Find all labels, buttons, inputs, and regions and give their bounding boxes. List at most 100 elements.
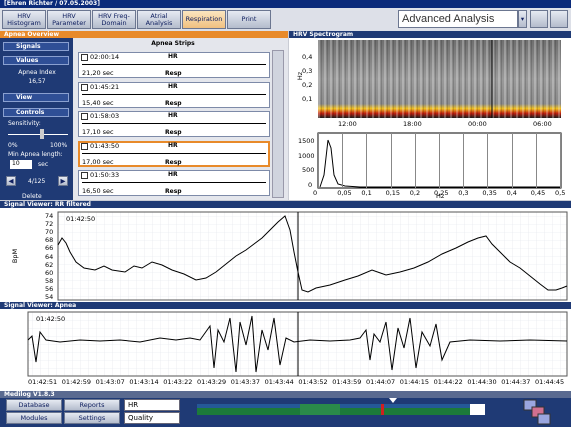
- input[interactable]: 10: [10, 160, 32, 169]
- y-tick-label: 1500: [298, 137, 315, 145]
- strip-label: HR: [168, 141, 178, 149]
- apnea-strip[interactable]: [78, 170, 270, 196]
- select[interactable]: Quality: [124, 412, 180, 424]
- grid-line: [318, 133, 319, 188]
- strip-label: HR: [168, 112, 178, 119]
- strip-label: Resp: [165, 70, 182, 77]
- label: Sensitivity:: [8, 120, 41, 127]
- strip-time: 01:58:03: [90, 112, 120, 120]
- section-header[interactable]: View: [3, 93, 69, 102]
- slider-thumb[interactable]: [40, 129, 44, 139]
- y-tick-label: 70: [45, 228, 54, 237]
- checkbox[interactable]: [81, 54, 88, 61]
- x-tick-label: 0,5: [555, 189, 566, 197]
- apnea-curve: [27, 315, 568, 373]
- tab-button[interactable]: Print: [227, 10, 271, 29]
- nav-button[interactable]: Settings: [64, 412, 120, 424]
- slider-track: [8, 134, 68, 135]
- strip-wave: [82, 64, 266, 65]
- x-tick-label: 0,3: [458, 189, 469, 197]
- panel-header: Signal Viewer: Apnea: [0, 302, 571, 309]
- strip-wave: [82, 93, 266, 95]
- x-tick-label: 00:00: [468, 120, 487, 128]
- analysis-select[interactable]: Advanced Analysis: [398, 10, 518, 28]
- grid-line: [511, 133, 513, 188]
- strip-label: Resp: [165, 158, 182, 166]
- y-tick-label: 0,1: [302, 95, 313, 103]
- strip-duration: 16,50 sec: [82, 187, 114, 195]
- logo: [523, 399, 537, 411]
- prev-button[interactable]: ◀: [6, 176, 16, 186]
- label: sec: [38, 161, 49, 168]
- section-header[interactable]: Values: [3, 56, 69, 65]
- tab-button[interactable]: HRV Histogram: [2, 10, 46, 29]
- y-tick-label: 0: [308, 180, 313, 189]
- apnea-strip[interactable]: [78, 140, 270, 167]
- y-tick-label: 0,3: [302, 67, 313, 75]
- grid-line: [439, 133, 440, 188]
- section-header[interactable]: Controls: [3, 108, 69, 117]
- select-arrow[interactable]: ▾: [518, 10, 527, 28]
- icon-button[interactable]: [550, 10, 568, 28]
- checkbox[interactable]: [81, 83, 88, 91]
- counter: 4/125: [28, 178, 46, 185]
- rr-curve: [57, 215, 568, 293]
- strip-duration: 15,40 sec: [82, 98, 114, 107]
- apnea-strip[interactable]: [78, 81, 270, 108]
- y-tick-label: 60: [45, 268, 54, 277]
- tab-button[interactable]: HRV Parameter: [47, 10, 91, 29]
- x-tick-label: 01:43:52: [298, 378, 328, 386]
- strip-label: HR: [168, 171, 178, 178]
- tab-button[interactable]: HRV Freq-Domain: [92, 10, 136, 29]
- apnea-strip[interactable]: [78, 111, 270, 137]
- label: Apnea Index: [18, 69, 56, 76]
- delete-button[interactable]: Delete: [22, 193, 42, 200]
- panel-header: Signal Viewer: RR filtered: [0, 201, 571, 208]
- y-tick-label: 66: [45, 244, 54, 253]
- tab-button[interactable]: Respiration: [182, 10, 226, 29]
- nav-button[interactable]: Reports: [64, 399, 120, 411]
- x-label: Hz: [436, 192, 445, 200]
- logo: [537, 413, 551, 425]
- apnea-strip[interactable]: [78, 52, 270, 78]
- y-tick-label: 500: [302, 166, 315, 174]
- section-header[interactable]: Signals: [3, 42, 69, 51]
- next-button[interactable]: ▶: [58, 176, 68, 186]
- y-tick-label: 62: [45, 260, 54, 269]
- strip-duration: 21,20 sec: [82, 69, 114, 77]
- checkbox[interactable]: [81, 142, 88, 150]
- label: Min Apnea length:: [8, 151, 63, 158]
- checkbox[interactable]: [81, 172, 88, 179]
- tab-button[interactable]: Atrial Analysis: [137, 10, 181, 29]
- nav-button[interactable]: Modules: [6, 412, 62, 424]
- x-tick-label: 0,25: [434, 189, 449, 197]
- strips-title: Apnea Strips: [151, 40, 195, 47]
- y-tick-label: 64: [45, 252, 54, 261]
- checkbox[interactable]: [81, 113, 88, 120]
- scrollbar[interactable]: [272, 50, 284, 198]
- x-tick-label: 0,2: [409, 189, 421, 197]
- strip-wave: [82, 123, 266, 124]
- x-tick-label: 01:43:29: [197, 378, 227, 386]
- timeline[interactable]: [197, 404, 485, 415]
- y-tick-label: 72: [45, 220, 54, 229]
- x-tick-label: 01:43:44: [264, 378, 294, 386]
- nav-button[interactable]: Database: [6, 399, 62, 411]
- x-tick-label: 01:44:37: [501, 378, 531, 386]
- select[interactable]: HR: [124, 399, 180, 411]
- strip-label: HR: [168, 82, 178, 90]
- icon-button[interactable]: [530, 10, 548, 28]
- title-bar: [Ehren Richter / 07.05.2003]: [0, 0, 571, 8]
- y-tick-label: 1000: [298, 151, 315, 160]
- x-tick-label: 12:00: [338, 120, 357, 128]
- x-tick-label: 01:43:59: [332, 378, 362, 386]
- x-tick-label: 01:44:22: [433, 378, 463, 386]
- timeline-end: [470, 404, 485, 415]
- x-tick-label: 01:44:30: [467, 378, 497, 386]
- x-tick-label: 01:44:07: [366, 378, 396, 386]
- grid-line: [342, 133, 344, 188]
- grid-line: [390, 133, 392, 188]
- label: 0%: [8, 142, 18, 149]
- strip-time: 02:00:14: [90, 53, 120, 61]
